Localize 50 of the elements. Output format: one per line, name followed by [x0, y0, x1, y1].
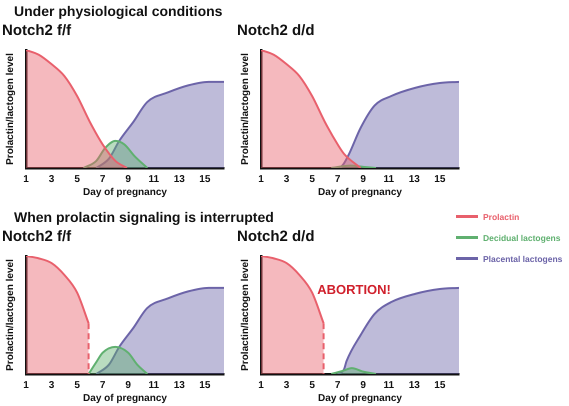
chart-title: Notch2 d/d [237, 228, 314, 246]
x-tick-label: 1 [258, 380, 264, 391]
chart-title: Notch2 d/d [237, 22, 314, 40]
x-tick-label: 5 [309, 380, 316, 391]
x-axis-title: Day of pregnancy [318, 186, 402, 198]
y-axis-title: Prolactin/lactogen level [4, 258, 16, 371]
x-tick-label: 11 [383, 380, 394, 391]
x-tick-label: 9 [360, 174, 366, 185]
x-tick-label: 15 [434, 174, 446, 185]
legend-label: Placental lactogens [482, 252, 562, 266]
x-tick-label: 1 [23, 174, 30, 185]
x-tick-label: 11 [383, 174, 394, 185]
x-tick-label: 13 [174, 174, 186, 185]
x-tick-label: 11 [148, 380, 160, 391]
chart-title: Notch2 f/f [2, 228, 72, 246]
x-tick-label: 7 [334, 174, 341, 185]
text: Under physiological conditions [14, 3, 222, 19]
x-tick-label: 5 [74, 380, 80, 391]
x-tick-label: 3 [48, 380, 55, 391]
legend-label: Decidual lactogens [482, 232, 562, 245]
chart-title: Notch2 f/f [2, 22, 72, 40]
x-tick-label: 9 [125, 380, 132, 391]
x-tick-label: 1 [258, 174, 264, 185]
x-tick-label: 5 [309, 174, 316, 185]
x-axis-title: Day of pregnancy [318, 392, 402, 404]
x-tick-label: 15 [199, 174, 211, 185]
x-tick-label: 9 [360, 380, 366, 391]
x-tick-label: 13 [408, 380, 420, 391]
x-tick-label: 11 [148, 174, 160, 185]
annotation: ABORTION! [317, 282, 391, 297]
legend-label: Prolactin [482, 210, 520, 224]
y-axis-title: Prolactin/lactogen level [240, 52, 251, 165]
x-tick-label: 13 [408, 174, 420, 185]
x-tick-label: 1 [23, 380, 30, 391]
x-axis-title: Day of pregnancy [83, 186, 168, 198]
x-tick-label: 3 [48, 174, 55, 185]
y-axis-title: Prolactin/lactogen level [240, 258, 251, 371]
x-tick-label: 15 [434, 380, 446, 391]
x-axis-title: Day of pregnancy [83, 392, 168, 404]
x-tick-label: 3 [284, 174, 290, 185]
x-tick-label: 7 [100, 380, 106, 391]
x-tick-label: 7 [334, 380, 341, 391]
x-tick-label: 9 [125, 174, 132, 185]
x-tick-label: 5 [74, 174, 80, 185]
x-tick-label: 3 [284, 380, 290, 391]
x-tick-label: 15 [199, 380, 211, 391]
x-tick-label: 7 [100, 174, 106, 185]
text: When prolactin signaling is interrupted [14, 209, 274, 225]
y-axis-title: Prolactin/lactogen level [4, 52, 16, 165]
x-tick-label: 13 [174, 380, 186, 391]
